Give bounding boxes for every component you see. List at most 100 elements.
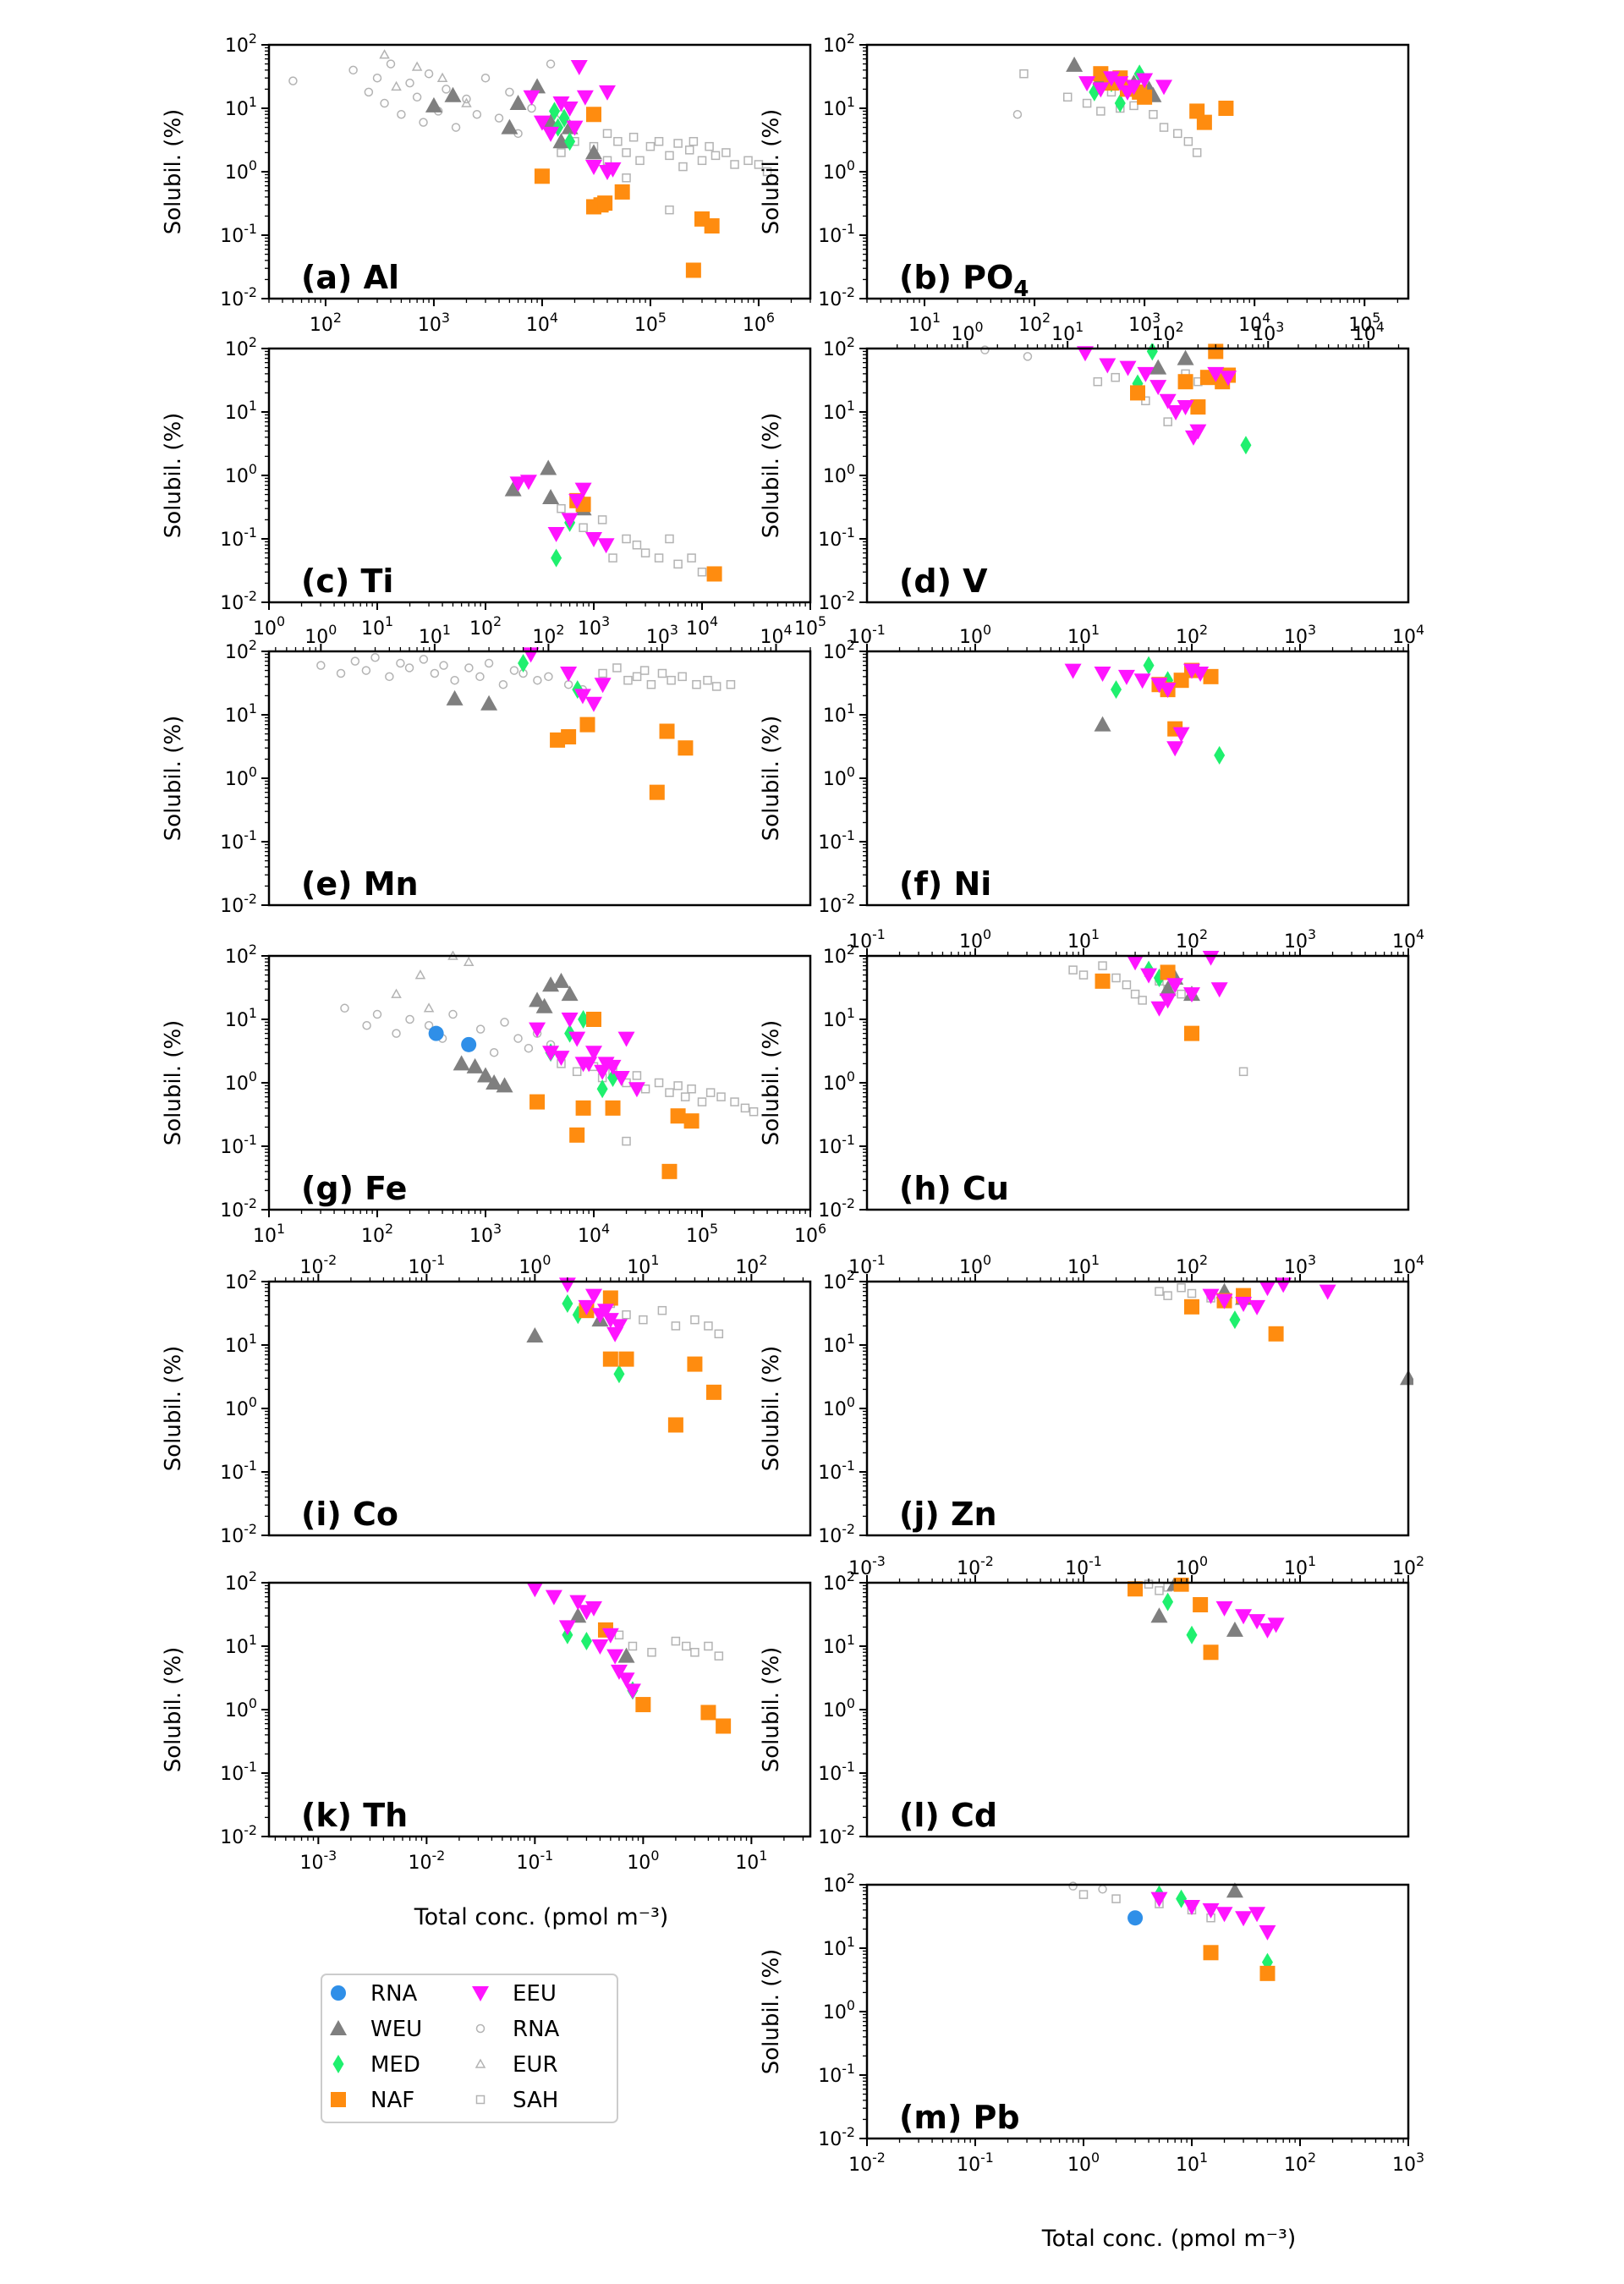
- ytick-label-l: 100: [823, 1695, 855, 1721]
- point-g-rna_ref: [392, 1029, 401, 1038]
- point-d-rna_ref: [980, 345, 990, 354]
- point-e-sah_ref: [632, 672, 642, 682]
- point-a-weu: [444, 86, 462, 102]
- point-m-med: [1176, 1889, 1188, 1908]
- point-k-weu: [569, 1607, 587, 1623]
- y-axis-label-l: Solubil. (%): [759, 1647, 784, 1773]
- point-m-eeu: [1235, 1911, 1253, 1927]
- point-a-eeu: [533, 115, 551, 131]
- panel-title-g: (g) Fe: [301, 1170, 407, 1207]
- point-a-sah_ref: [762, 167, 772, 177]
- ytick-label-b: 10-2: [818, 284, 855, 310]
- xtick-label-j: 100: [959, 1252, 991, 1278]
- point-k-eeu: [606, 1649, 624, 1665]
- point-a-rna_ref: [348, 65, 358, 75]
- xtick-label-l: 100: [1176, 1553, 1208, 1579]
- point-e-rna_ref: [464, 663, 474, 673]
- point-i-naf: [618, 1351, 634, 1367]
- xtick-label-e: 104: [760, 622, 792, 648]
- ytick-label-f: 101: [823, 700, 855, 727]
- point-g-sah_ref: [632, 1071, 642, 1080]
- point-g-rna: [461, 1036, 477, 1052]
- point-m-weu: [1226, 1882, 1243, 1898]
- point-i-eeu: [601, 1313, 619, 1329]
- panel-title-c: (c) Ti: [301, 563, 393, 600]
- legend-marker-naf: [331, 2092, 346, 2107]
- ytick-label-a: 100: [225, 157, 257, 184]
- point-f-eeu: [1133, 673, 1151, 689]
- point-c-sah_ref: [579, 523, 588, 533]
- point-a-naf: [704, 218, 720, 234]
- point-m-rna: [1127, 1910, 1144, 1926]
- point-d-sah_ref: [1141, 396, 1150, 406]
- xtick-label-a: 102: [310, 310, 342, 336]
- point-l-eeu: [1259, 1622, 1276, 1639]
- point-i-med: [613, 1364, 625, 1384]
- point-h-sah_ref: [1238, 1067, 1248, 1077]
- point-e-eeu: [573, 689, 591, 705]
- points-m: [1068, 1881, 1276, 1981]
- point-e-rna_ref: [396, 658, 405, 668]
- xtick-label-b: 103: [1128, 310, 1160, 336]
- ytick-label-k: 102: [225, 1568, 257, 1595]
- point-a-eur_ref: [391, 80, 402, 91]
- xtick-label-l: 10-1: [1065, 1553, 1102, 1579]
- points-d: [980, 343, 1252, 455]
- point-a-sah_ref: [645, 141, 656, 151]
- ytick-label-d: 10-1: [818, 524, 855, 551]
- ytick-label-k: 10-1: [220, 1759, 257, 1785]
- point-e-naf: [678, 740, 694, 756]
- point-d-weu: [1149, 359, 1167, 375]
- point-g-rna: [428, 1025, 444, 1041]
- points-e: [316, 647, 736, 800]
- point-l-weu: [1150, 1607, 1168, 1623]
- point-f-eeu: [1172, 727, 1190, 743]
- point-i-sah_ref: [671, 1321, 681, 1331]
- ytick-label-j: 101: [823, 1331, 855, 1357]
- xtick-label-c: 102: [469, 613, 502, 640]
- xtick-label-f: 103: [1284, 622, 1316, 648]
- point-f-weu: [1094, 716, 1111, 732]
- point-e-rna_ref: [316, 661, 326, 670]
- point-k-eeu: [623, 1683, 641, 1699]
- ytick-label-c: 102: [225, 334, 257, 360]
- point-g-weu: [535, 997, 553, 1013]
- xtick-label-g: 104: [578, 1221, 610, 1247]
- point-c-eeu: [561, 513, 579, 529]
- legend-marker-sah: [475, 2095, 486, 2105]
- point-d-eeu: [1159, 393, 1177, 409]
- point-b-sah_ref: [1082, 98, 1092, 108]
- panel-e: 10-2 10-1 100 101 102 Solubil. (%) 100 101 102 10…: [161, 622, 812, 917]
- xtick-label-d: 100: [952, 319, 984, 345]
- point-l-naf: [1193, 1597, 1209, 1613]
- panel-title-d: (d) V: [899, 563, 988, 600]
- point-e-naf: [659, 723, 675, 739]
- xtick-label-k: 100: [627, 1848, 659, 1874]
- point-a-sah_ref: [697, 156, 707, 166]
- point-m-rna_ref: [1068, 1881, 1078, 1891]
- point-a-naf: [597, 195, 613, 211]
- point-f-eeu: [1159, 683, 1177, 699]
- point-g-weu: [453, 1055, 470, 1071]
- point-a-sah_ref: [622, 148, 631, 157]
- point-a-rna_ref: [505, 87, 514, 97]
- point-a-eur_ref: [379, 49, 390, 59]
- ytick-label-c: 100: [225, 461, 257, 487]
- point-h-sah_ref: [1122, 980, 1132, 990]
- point-l-eeu: [1248, 1614, 1266, 1630]
- point-a-rna_ref: [451, 123, 461, 132]
- point-b-sah_ref: [1149, 110, 1158, 119]
- point-k-eeu: [558, 1620, 576, 1636]
- point-a-sah_ref: [602, 129, 612, 139]
- point-c-weu: [542, 489, 560, 505]
- point-k-sah_ref: [671, 1636, 681, 1646]
- point-e-eeu: [560, 667, 578, 683]
- point-a-eur_ref: [411, 61, 423, 71]
- point-e-rna_ref: [350, 656, 360, 666]
- xtick-label-m: 100: [1067, 2149, 1100, 2176]
- point-g-med: [596, 1079, 608, 1099]
- point-g-eeu: [617, 1031, 635, 1047]
- point-d-med: [1240, 436, 1252, 455]
- point-g-sah_ref: [572, 1067, 582, 1077]
- point-i-sah_ref: [704, 1321, 713, 1331]
